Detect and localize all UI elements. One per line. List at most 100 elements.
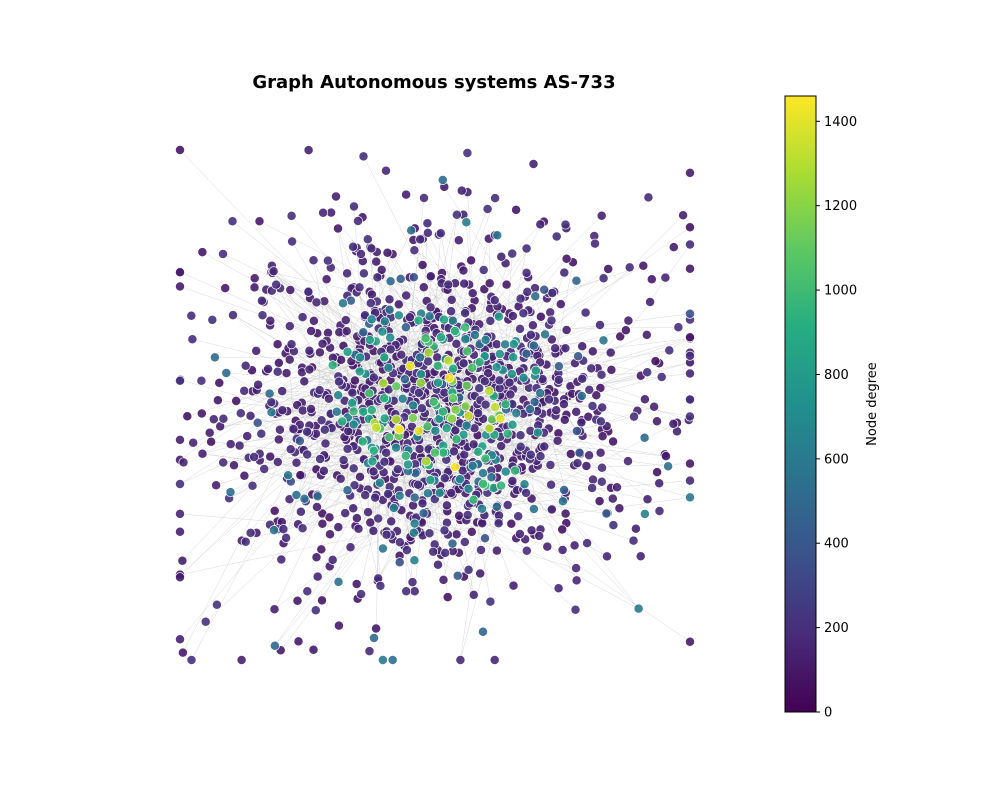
graph-node bbox=[294, 435, 305, 446]
graph-node bbox=[187, 334, 198, 345]
graph-node bbox=[265, 315, 276, 326]
graph-node bbox=[447, 413, 458, 424]
graph-node bbox=[186, 655, 197, 665]
network-plot bbox=[175, 145, 695, 665]
graph-node bbox=[450, 462, 460, 473]
graph-node bbox=[596, 476, 607, 487]
graph-node bbox=[384, 294, 395, 305]
graph-node bbox=[379, 352, 390, 363]
graph-edge bbox=[537, 425, 607, 466]
graph-node bbox=[529, 397, 540, 407]
graph-node bbox=[555, 299, 566, 310]
graph-edge bbox=[473, 480, 691, 501]
graph-node bbox=[364, 334, 375, 345]
graph-node bbox=[175, 434, 185, 445]
graph-node bbox=[385, 344, 396, 355]
graph-node bbox=[393, 310, 404, 321]
graph-node bbox=[507, 311, 518, 321]
graph-node bbox=[461, 217, 472, 228]
graph-node bbox=[535, 219, 546, 230]
graph-node bbox=[685, 263, 695, 274]
graph-node bbox=[623, 315, 634, 326]
graph-node bbox=[177, 647, 188, 658]
graph-node bbox=[391, 414, 402, 425]
graph-node bbox=[302, 586, 313, 597]
graph-node bbox=[485, 315, 496, 326]
graph-node bbox=[460, 401, 471, 412]
graph-node bbox=[333, 522, 344, 533]
graph-node bbox=[534, 530, 545, 541]
graph-node bbox=[208, 414, 219, 425]
graph-node bbox=[433, 377, 443, 388]
graph-node bbox=[502, 428, 513, 439]
graph-node bbox=[358, 327, 369, 338]
graph-node bbox=[685, 167, 695, 178]
graph-node bbox=[334, 376, 344, 387]
graph-node bbox=[319, 424, 330, 435]
graph-node bbox=[415, 352, 426, 363]
graph-node bbox=[286, 210, 297, 221]
graph-node bbox=[415, 234, 426, 245]
graph-node bbox=[239, 385, 250, 396]
graph-node bbox=[501, 279, 512, 290]
graph-node bbox=[382, 247, 393, 258]
graph-node bbox=[357, 436, 368, 447]
graph-node bbox=[266, 407, 277, 418]
graph-node bbox=[474, 357, 485, 368]
graph-node bbox=[485, 596, 496, 607]
graph-node bbox=[557, 496, 568, 507]
graph-node bbox=[608, 436, 619, 447]
graph-node bbox=[218, 457, 229, 468]
graph-node bbox=[234, 440, 245, 451]
graph-node bbox=[582, 538, 593, 549]
graph-node bbox=[287, 236, 298, 247]
graph-node bbox=[297, 312, 308, 323]
graph-node bbox=[269, 640, 280, 651]
graph-node bbox=[333, 223, 343, 234]
graph-node bbox=[525, 449, 536, 460]
graph-node bbox=[521, 267, 532, 278]
graph-node bbox=[408, 272, 419, 283]
graph-node bbox=[473, 408, 484, 419]
graph-node bbox=[576, 391, 587, 401]
graph-node bbox=[249, 452, 260, 462]
graph-node bbox=[425, 271, 436, 282]
graph-edge bbox=[271, 272, 546, 335]
graph-node bbox=[413, 387, 424, 398]
graph-edge bbox=[332, 522, 422, 561]
graph-node bbox=[207, 314, 218, 325]
graph-node bbox=[200, 616, 211, 627]
graph-node bbox=[348, 503, 359, 514]
graph-node bbox=[211, 480, 222, 491]
graph-node bbox=[399, 374, 410, 385]
graph-node bbox=[388, 503, 399, 513]
graph-node bbox=[446, 488, 457, 498]
graph-node bbox=[603, 264, 614, 274]
graph-node bbox=[407, 577, 418, 588]
colorbar-tick-label: 200 bbox=[824, 621, 849, 636]
graph-node bbox=[461, 380, 472, 391]
graph-node bbox=[264, 388, 275, 399]
graph-node bbox=[348, 406, 359, 417]
graph-node bbox=[553, 583, 564, 594]
graph-node bbox=[685, 636, 695, 647]
graph-node bbox=[254, 216, 265, 227]
graph-node bbox=[643, 192, 654, 203]
graph-node bbox=[373, 513, 384, 524]
graph-node bbox=[558, 399, 569, 410]
graph-node bbox=[240, 536, 251, 547]
graph-node bbox=[484, 423, 495, 434]
graph-node bbox=[272, 457, 283, 467]
graph-node bbox=[368, 445, 379, 456]
graph-node bbox=[349, 480, 360, 491]
graph-node bbox=[685, 458, 695, 469]
graph-node bbox=[430, 425, 441, 436]
graph-node bbox=[439, 314, 450, 325]
graph-node bbox=[292, 595, 303, 606]
graph-node bbox=[342, 485, 353, 496]
graph-node bbox=[377, 326, 388, 337]
graph-node bbox=[394, 490, 405, 501]
graph-node bbox=[381, 447, 392, 458]
graph-node bbox=[175, 281, 185, 292]
graph-node bbox=[379, 393, 390, 404]
